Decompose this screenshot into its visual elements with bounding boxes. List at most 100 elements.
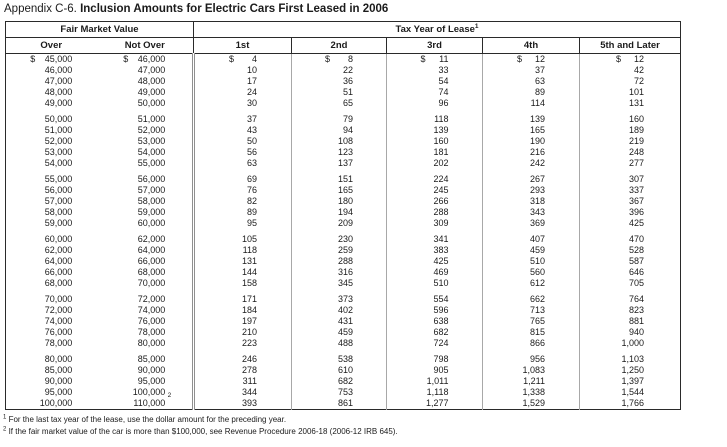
cell-year-5th: 881 [578,316,681,327]
table-row: 66,000 68,000 144 316 469 560 646 [6,267,681,278]
cell-not-over: 52,000 [137,125,166,135]
cell-year-1st: 63 [192,158,292,169]
table-row: 95,000 100,000 344 753 1,118 1,338 1,544 [6,387,681,398]
table-row: 80,000 85,000 246 538 798 956 1,103 [6,354,681,365]
cell-year-4th: 407 [482,234,580,245]
cell-year-1st: $4 [192,53,292,65]
cell-year-5th: $12 [578,53,681,65]
group-spacer-row [6,169,681,174]
table-row: 90,000 95,000 311 682 1,011 1,211 1,397 [6,376,681,387]
title-prefix: Appendix C-6. [4,3,77,15]
cell-over: 78,000 [44,338,73,348]
cell-over: 64,000 [44,256,73,266]
cell-over: 85,000 [44,365,73,375]
table-row: 72,000 74,000 184 402 596 713 823 [6,305,681,316]
cell-over: 74,000 [44,316,73,326]
header-year-3rd: 3rd [386,37,483,54]
cell-year-3rd: 638 [386,316,483,327]
header-fair-market-value: Fair Market Value [5,21,194,38]
cell-year-5th: 646 [578,267,681,278]
cell-year-3rd: 118 [386,114,483,125]
spacer-cell [482,289,580,294]
table-row: 48,000 49,000 24 51 74 89 101 [6,87,681,98]
cell-year-3rd: 245 [386,185,483,196]
cell-year-2nd: $8 [291,53,387,65]
cell-year-4th: 63 [482,76,580,87]
cell-year-3rd: 288 [386,207,483,218]
cell-over: 53,000 [44,147,73,157]
cell-year-1st: 89 [192,207,292,218]
cell-year-4th: 1,529 [482,398,580,410]
cell-year-4th: 956 [482,354,580,365]
cell-year-5th: 277 [578,158,681,169]
cell-not-over: 60,000 [137,218,166,228]
cell-not-over: 58,000 [137,196,166,206]
cell-year-5th: 705 [578,278,681,289]
spacer-cell [482,109,580,114]
cell-over: 72,000 [44,305,73,315]
footnote-1-ref: 1 [3,414,7,421]
cell-year-3rd: 798 [386,354,483,365]
page-title: Appendix C-6. Inclusion Amounts for Elec… [4,3,388,15]
cell-year-4th: $12 [482,53,580,65]
cell-over: 56,000 [44,185,73,195]
cell-year-3rd: 96 [386,98,483,109]
cell-year-5th: 1,000 [578,338,681,349]
cell-over: 50,000 [44,114,73,124]
cell-year-1st: 105 [192,234,292,245]
cell-year-3rd: 202 [386,158,483,169]
table-row: 55,000 56,000 69 151 224 267 307 [6,174,681,185]
table-row: 53,000 54,000 56 123 181 216 248 [6,147,681,158]
cell-not-over: 53,000 [137,136,166,146]
group-spacer-row [6,289,681,294]
cell-over: 55,000 [44,174,73,184]
cell-over: 46,000 [44,65,73,75]
spacer-cell [386,169,483,174]
cell-not-over: 74,000 [137,305,166,315]
cell-year-1st: 76 [192,185,292,196]
cell-year-2nd: 230 [291,234,387,245]
cell-year-1st: 30 [192,98,292,109]
cell-year-1st: 82 [192,196,292,207]
cell-year-2nd: 610 [291,365,387,376]
cell-year-5th: 1,766 [578,398,681,410]
header-over: Over [5,37,97,54]
cell-year-2nd: 94 [291,125,387,136]
header-year-2nd: 2nd [291,37,387,54]
cell-year-4th: 510 [482,256,580,267]
table-row: 52,000 53,000 50 108 160 190 219 [6,136,681,147]
cell-year-4th: 369 [482,218,580,229]
table-row: 74,000 76,000 197 431 638 765 881 [6,316,681,327]
cell-over: 59,000 [44,218,73,228]
cell-year-5th: 823 [578,305,681,316]
cell-year-3rd: 33 [386,65,483,76]
cell-year-1st: 311 [192,376,292,387]
table-row: 54,000 55,000 63 137 202 242 277 [6,158,681,169]
cell-year-4th: 139 [482,114,580,125]
cell-year-5th: 160 [578,114,681,125]
header-year-1st: 1st [193,37,292,54]
cell-not-over: 72,000 [137,294,166,304]
cell-year-1st: 17 [192,76,292,87]
cell-year-2nd: 538 [291,354,387,365]
cell-over: 90,000 [44,376,73,386]
cell-year-2nd: 431 [291,316,387,327]
cell-year-1st: 56 [192,147,292,158]
cell-year-3rd: 383 [386,245,483,256]
cell-over: 100,000 [39,398,73,408]
dollar-sign: $ [229,54,235,64]
spacer-cell [192,289,292,294]
cell-not-over: 47,000 [137,65,166,75]
cell-year-1st: 118 [192,245,292,256]
group-spacer-row [6,229,681,234]
cell-year-5th: 528 [578,245,681,256]
cell-not-over: 51,000 [137,114,166,124]
cell-year-3rd: 724 [386,338,483,349]
inclusion-amounts-table: Fair Market Value Tax Year of Lease1 Ove… [5,21,682,410]
cell-year-3rd: 425 [386,256,483,267]
header-year-5th-and-later: 5th and Later [578,37,681,54]
cell-year-5th: 367 [578,196,681,207]
cell-year-3rd: 224 [386,174,483,185]
cell-year-3rd: 341 [386,234,483,245]
cell-year-5th: 1,544 [578,387,681,398]
